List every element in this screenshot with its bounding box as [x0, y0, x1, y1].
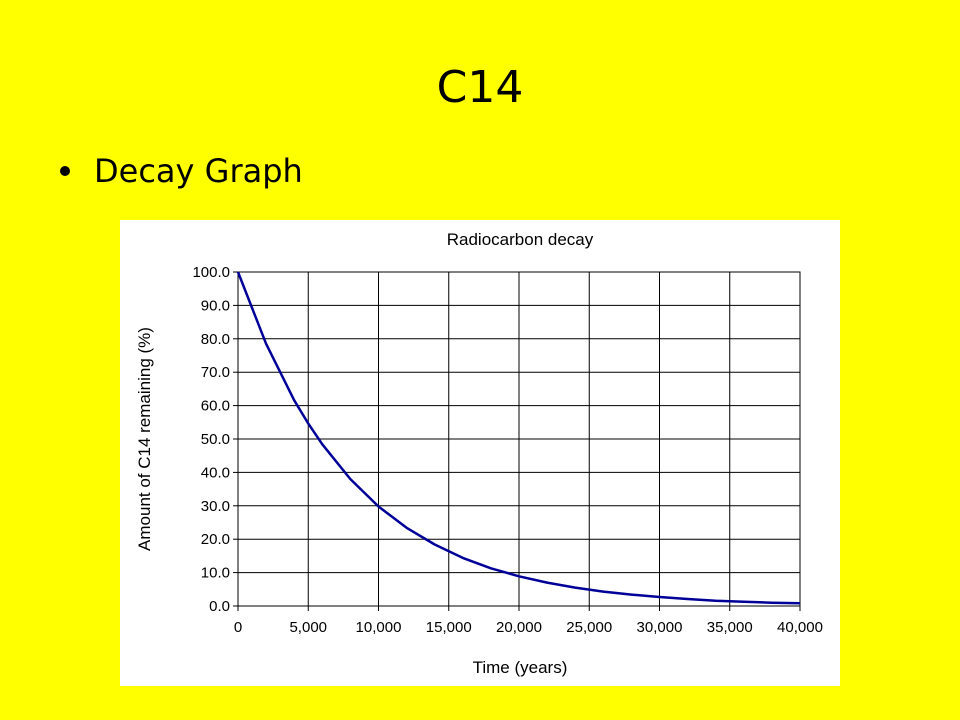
- y-tick-label: 70.0: [201, 364, 230, 381]
- chart-title: Radiocarbon decay: [447, 230, 594, 249]
- decay-series-line: [236, 271, 801, 605]
- y-tick-label: 60.0: [201, 398, 230, 415]
- x-tick-label: 5,000: [289, 619, 327, 636]
- bullet-item: Decay Graph: [60, 152, 303, 190]
- decay-chart: Radiocarbon decay 0.0 10.0 20.0 30.0 40.0 50.…: [135, 230, 823, 677]
- y-tick-label: 40.0: [201, 464, 230, 481]
- x-tick-label: 20,000: [496, 619, 542, 636]
- grid: [233, 271, 801, 611]
- y-tick-label: 30.0: [201, 498, 230, 515]
- y-tick-label: 10.0: [201, 565, 230, 582]
- y-tick-label: 0.0: [209, 598, 230, 615]
- y-tick-label: 50.0: [201, 431, 230, 448]
- y-tick-label: 100.0: [192, 264, 230, 281]
- y-tick-label: 90.0: [201, 297, 230, 314]
- x-tick-label: 25,000: [566, 619, 612, 636]
- bullet-dot-icon: [60, 166, 70, 176]
- y-axis-title: Amount of C14 remaining (%): [135, 327, 154, 551]
- x-axis-title: Time (years): [473, 658, 568, 677]
- x-tick-label: 35,000: [707, 619, 753, 636]
- x-tick-label: 0: [234, 619, 242, 636]
- y-tick-label: 80.0: [201, 331, 230, 348]
- x-tick-label: 10,000: [356, 619, 402, 636]
- tick-labels: 0.0 10.0 20.0 30.0 40.0 50.0 60.0 70.0 80.0 90.0 1…: [192, 264, 822, 636]
- x-tick-label: 15,000: [426, 619, 472, 636]
- x-tick-label: 40,000: [777, 619, 823, 636]
- plot-border: [237, 271, 801, 607]
- x-tick-label: 30,000: [637, 619, 683, 636]
- slide-title: C14: [436, 62, 524, 113]
- bullet-text: Decay Graph: [94, 152, 303, 190]
- chart-panel: Radiocarbon decay 0.0 10.0 20.0 30.0 40.0 50.…: [120, 220, 840, 686]
- series-layer: [236, 271, 801, 605]
- y-tick-label: 20.0: [201, 531, 230, 548]
